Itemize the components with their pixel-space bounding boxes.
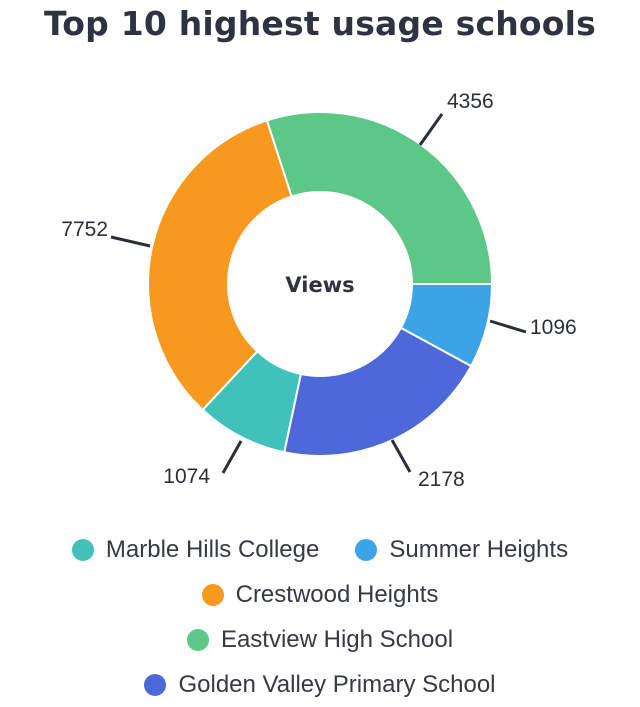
donut-slice-crestwood-heights[interactable]: [147, 119, 293, 412]
data-label: 1096: [530, 316, 577, 339]
chart-title: Top 10 highest usage schools: [43, 4, 597, 43]
data-labels: 4356 1096 2178 1074 7752: [61, 90, 576, 491]
legend-item-eastview-high-school[interactable]: Eastview High School: [186, 625, 454, 654]
legend-label: Eastview High School: [220, 625, 454, 653]
legend-label: Crestwood Heights: [235, 580, 439, 608]
legend-item-summer-heights[interactable]: Summer Heights: [355, 536, 568, 564]
leader-line: [110, 235, 151, 248]
legend-label: Summer Heights: [389, 535, 569, 563]
donut-slice-eastview-high-school[interactable]: [265, 111, 494, 285]
data-label: 2178: [418, 468, 465, 491]
legend-dot-icon: [71, 538, 94, 561]
chart-legend: Marble Hills College Summer Heights Crestw…: [0, 527, 640, 707]
legend-item-golden-valley-primary-school[interactable]: Golden Valley Primary School: [144, 670, 496, 699]
legend-dot-icon: [144, 673, 167, 696]
data-label: 1074: [163, 465, 210, 488]
leader-line: [221, 440, 243, 474]
legend-row: Eastview High School: [0, 617, 640, 662]
leader-line: [489, 319, 527, 334]
legend-dot-icon: [186, 628, 209, 651]
legend-row: Crestwood Heights: [0, 572, 640, 617]
legend-row: Marble Hills College Summer Heights: [0, 527, 640, 572]
legend-item-crestwood-heights[interactable]: Crestwood Heights: [201, 580, 439, 609]
legend-dot-icon: [201, 583, 224, 606]
legend-row: Golden Valley Primary School: [0, 662, 640, 707]
legend-dot-icon: [355, 538, 378, 561]
leader-line: [418, 113, 444, 146]
label-leader-lines: [110, 113, 527, 474]
donut-slice-golden-valley-primary-school[interactable]: [283, 326, 473, 457]
leader-line: [390, 439, 412, 473]
legend-item-marble-hills-college[interactable]: Marble Hills College: [71, 535, 320, 564]
data-label: 4356: [447, 90, 494, 113]
donut-slices: [147, 111, 494, 457]
donut-chart: 4356 1096 2178 1074 7752 Views: [61, 90, 576, 491]
center-label: Views: [285, 273, 354, 297]
data-label: 7752: [61, 218, 108, 241]
legend-label: Marble Hills College: [105, 535, 320, 563]
legend-label: Golden Valley Primary School: [178, 670, 496, 698]
